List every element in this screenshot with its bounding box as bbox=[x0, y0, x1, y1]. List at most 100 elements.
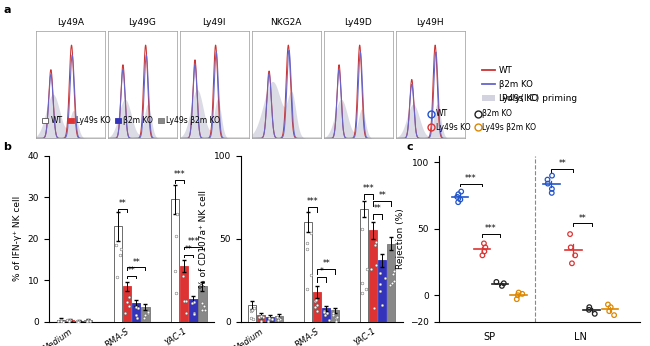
Bar bbox=[322, 309, 330, 322]
Point bbox=[246, 316, 256, 321]
Point bbox=[188, 311, 199, 317]
Point bbox=[566, 245, 576, 250]
Point bbox=[143, 310, 153, 315]
Point bbox=[514, 290, 524, 295]
Point bbox=[369, 306, 379, 311]
Point bbox=[590, 311, 600, 317]
Point bbox=[310, 304, 320, 309]
Point bbox=[179, 298, 189, 303]
Point bbox=[254, 314, 264, 319]
Point bbox=[171, 290, 181, 296]
Bar bbox=[360, 209, 369, 322]
Bar bbox=[66, 320, 74, 322]
Point bbox=[455, 197, 465, 202]
Point bbox=[547, 173, 557, 179]
Text: **: ** bbox=[133, 257, 140, 266]
Point bbox=[606, 304, 616, 310]
Point bbox=[311, 302, 322, 308]
Point bbox=[374, 270, 385, 276]
Point bbox=[302, 286, 312, 291]
Point bbox=[499, 281, 509, 286]
Point bbox=[517, 291, 527, 297]
Point bbox=[53, 318, 64, 324]
Point bbox=[456, 189, 467, 194]
Point bbox=[111, 243, 122, 248]
Point bbox=[255, 318, 266, 324]
Point bbox=[584, 304, 595, 310]
Text: Ly49G: Ly49G bbox=[128, 18, 156, 27]
Point bbox=[189, 310, 200, 316]
Point bbox=[132, 315, 142, 321]
Text: **: ** bbox=[374, 204, 382, 213]
Bar bbox=[189, 299, 198, 322]
Bar bbox=[114, 226, 122, 322]
Point bbox=[565, 231, 575, 237]
Point bbox=[543, 181, 553, 186]
Point bbox=[246, 309, 257, 314]
Text: Ly49D: Ly49D bbox=[344, 18, 372, 27]
Point bbox=[273, 315, 283, 321]
Point bbox=[603, 302, 613, 307]
Point bbox=[81, 319, 92, 325]
Point bbox=[55, 318, 66, 324]
Point bbox=[376, 303, 387, 308]
Bar bbox=[171, 199, 179, 322]
Text: ***: *** bbox=[363, 184, 374, 193]
Point bbox=[512, 297, 522, 302]
Text: **: ** bbox=[378, 191, 386, 200]
Text: a: a bbox=[3, 5, 11, 15]
Point bbox=[453, 191, 463, 197]
Point bbox=[311, 309, 322, 314]
Text: *: * bbox=[320, 267, 324, 276]
Text: **: ** bbox=[118, 199, 126, 208]
Point bbox=[115, 252, 125, 257]
Text: ***: *** bbox=[188, 237, 199, 246]
Point bbox=[513, 292, 523, 298]
Text: **: ** bbox=[558, 159, 566, 168]
Point bbox=[171, 234, 181, 239]
Text: Ly49I: Ly49I bbox=[203, 18, 226, 27]
Y-axis label: Rejection (%): Rejection (%) bbox=[396, 208, 404, 269]
Point bbox=[479, 240, 489, 246]
Point bbox=[273, 317, 283, 323]
Point bbox=[570, 253, 580, 258]
Text: Ly49A: Ly49A bbox=[57, 18, 84, 27]
Point bbox=[388, 271, 398, 277]
Point bbox=[199, 303, 209, 309]
Point bbox=[122, 299, 133, 304]
Point bbox=[197, 307, 207, 312]
Point bbox=[256, 313, 266, 319]
Point bbox=[63, 318, 73, 323]
Point bbox=[84, 318, 95, 323]
Point bbox=[318, 309, 329, 314]
Text: **: ** bbox=[578, 214, 586, 223]
Point bbox=[452, 194, 462, 200]
Bar bbox=[378, 260, 386, 322]
Bar bbox=[257, 315, 265, 322]
Point bbox=[389, 268, 399, 273]
Bar bbox=[180, 266, 188, 322]
Text: NKG2A: NKG2A bbox=[270, 18, 302, 27]
Point bbox=[58, 319, 69, 325]
Text: Poly(I:C) priming: Poly(I:C) priming bbox=[502, 93, 577, 102]
Point bbox=[311, 297, 322, 302]
Bar bbox=[132, 303, 140, 322]
Point bbox=[361, 266, 372, 272]
Text: b: b bbox=[3, 142, 11, 152]
Point bbox=[366, 266, 376, 272]
Point bbox=[258, 315, 268, 320]
Point bbox=[370, 239, 381, 245]
Text: **: ** bbox=[185, 245, 192, 254]
Point bbox=[321, 310, 332, 316]
Text: c: c bbox=[406, 142, 413, 152]
Point bbox=[124, 303, 134, 309]
Bar bbox=[75, 320, 83, 322]
Bar bbox=[313, 292, 321, 322]
Point bbox=[196, 301, 207, 306]
Point bbox=[263, 318, 273, 324]
Point bbox=[374, 288, 385, 293]
Bar bbox=[266, 317, 274, 322]
Point bbox=[187, 300, 197, 306]
Point bbox=[264, 317, 274, 322]
Legend: WT, Ly49s KO, β2m KO, Ly49s β2m KO: WT, Ly49s KO, β2m KO, Ly49s β2m KO bbox=[39, 113, 224, 128]
